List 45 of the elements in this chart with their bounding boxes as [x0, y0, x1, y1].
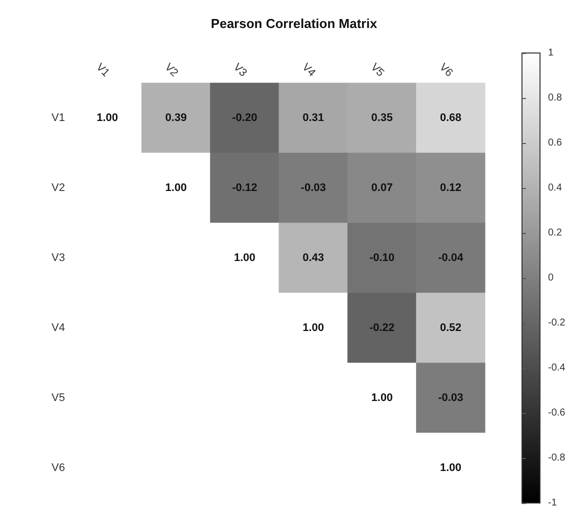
color-bar-label: -0.4 — [548, 362, 566, 374]
x-tick-label: V5 — [368, 61, 386, 80]
data-label: -0.04 — [438, 252, 464, 264]
data-label: 0.43 — [302, 252, 324, 264]
data-label: 1.00 — [96, 112, 118, 124]
color-bar-label: -0.2 — [548, 318, 566, 328]
color-bar-label: -0.8 — [548, 452, 566, 464]
y-tick-label: V3 — [52, 252, 65, 264]
y-tick-label: V4 — [52, 322, 65, 334]
data-label: -0.22 — [369, 322, 395, 334]
data-label: 0.07 — [371, 182, 393, 194]
y-tick-label: V1 — [52, 112, 65, 124]
color-bar-label: 0.6 — [548, 138, 562, 148]
y-tick-label: V2 — [52, 182, 65, 194]
data-label: -0.20 — [232, 112, 258, 124]
data-label: -0.03 — [438, 392, 464, 404]
color-bar-label: -1 — [548, 498, 558, 508]
data-label: 1.00 — [302, 322, 324, 334]
x-tick-label: V1 — [94, 61, 112, 80]
chart-title: Pearson Correlation Matrix — [210, 16, 378, 31]
data-label: 0.35 — [371, 112, 393, 124]
data-label: 0.68 — [440, 112, 462, 124]
color-bar-label: 0.4 — [548, 182, 562, 194]
data-label: 0.12 — [440, 182, 462, 194]
data-label: -0.10 — [369, 252, 395, 264]
data-label: -0.12 — [232, 182, 258, 194]
color-bar-label: 0 — [548, 272, 554, 284]
color-bar-label: -0.6 — [548, 408, 566, 418]
x-tick-label: V6 — [436, 61, 455, 80]
y-tick-label: V6 — [52, 462, 65, 474]
data-label: 1.00 — [234, 252, 256, 264]
x-tick-label: V2 — [162, 61, 180, 80]
y-tick-label: V5 — [52, 392, 65, 404]
data-label: 0.31 — [302, 112, 324, 124]
data-label: 1.00 — [165, 182, 187, 194]
data-label: 1.00 — [371, 392, 393, 404]
x-tick-label: V3 — [230, 61, 249, 80]
data-label: 0.39 — [165, 112, 187, 124]
color-bar-label: 1 — [548, 48, 554, 58]
data-label: -0.03 — [300, 182, 326, 194]
x-tick-label: V4 — [300, 61, 318, 80]
color-bar-label: 0.8 — [548, 92, 562, 104]
data-label: 1.00 — [440, 462, 462, 474]
data-label: 0.52 — [440, 322, 462, 334]
color-bar-label: 0.2 — [548, 228, 562, 238]
